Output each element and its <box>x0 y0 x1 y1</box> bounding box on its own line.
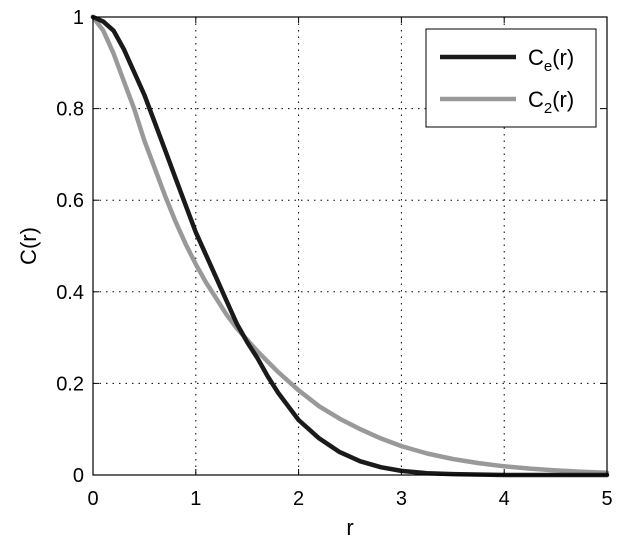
x-tick-label: 5 <box>601 488 612 510</box>
y-tick-label: 0 <box>73 465 84 487</box>
y-axis-label: C(r) <box>16 227 41 265</box>
x-tick-label: 1 <box>190 488 201 510</box>
y-tick-label: 0.6 <box>56 190 84 212</box>
x-tick-label: 3 <box>396 488 407 510</box>
x-tick-label: 4 <box>499 488 510 510</box>
y-tick-label: 0.2 <box>56 373 84 395</box>
axis-ticks <box>92 16 608 476</box>
y-tick-labels: 0 0.2 0.4 0.6 0.8 1 <box>56 7 84 487</box>
plot-frame <box>92 16 608 476</box>
x-tick-labels: 0 1 2 3 4 5 <box>87 488 612 510</box>
grid-lines <box>93 17 607 475</box>
legend: Ce(r) C2(r) <box>425 28 597 128</box>
legend-box <box>425 28 597 128</box>
series-line-2 <box>90 14 610 475</box>
x-tick-label: 2 <box>293 488 304 510</box>
y-tick-label: 0.4 <box>56 282 84 304</box>
x-tick-label: 0 <box>87 488 98 510</box>
x-axis-label: r <box>346 515 353 540</box>
legend-label-series-2: C2(r) <box>528 87 574 117</box>
y-tick-label: 1 <box>73 7 84 29</box>
y-tick-label: 0.8 <box>56 99 84 121</box>
legend-label-series-1: Ce(r) <box>528 45 574 75</box>
